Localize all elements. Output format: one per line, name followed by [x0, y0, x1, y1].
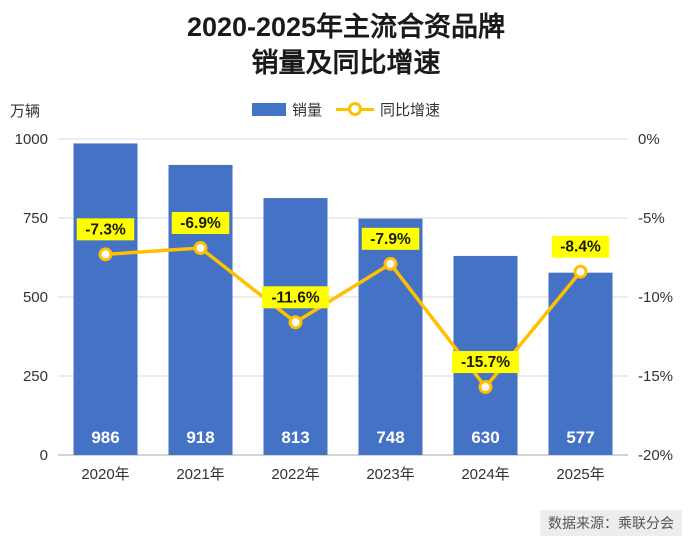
growth-point-label: -6.9% [180, 215, 221, 232]
left-axis-tick: 750 [23, 210, 48, 227]
growth-label-highlight [171, 212, 230, 235]
source-row: 数据来源：乘联分会 [0, 510, 692, 537]
growth-label-highlight [551, 235, 610, 258]
legend-item-growth: 同比增速 [336, 99, 440, 120]
bar-swatch-icon [251, 102, 286, 116]
chart-title: 2020-2025年主流合资品牌 销量及同比增速 [0, 10, 692, 81]
growth-label-highlight [452, 351, 519, 374]
left-axis-tick: 250 [23, 368, 48, 385]
growth-label-highlight [262, 286, 329, 309]
chart-title-line1: 2020-2025年主流合资品牌 [186, 12, 506, 42]
growth-point-label: -7.9% [370, 231, 411, 248]
growth-point-marker [383, 257, 398, 272]
right-axis-tick: -5% [638, 210, 665, 227]
growth-label-highlight [361, 228, 420, 251]
growth-point-label: -11.6% [271, 290, 319, 307]
left-axis-tick: 0 [40, 447, 48, 464]
line-swatch-icon [336, 107, 374, 111]
legend-item-sales: 销量 [251, 99, 322, 120]
legend-sales-label: 销量 [291, 101, 322, 119]
bar-value-label: 748 [376, 428, 404, 447]
sales-growth-chart: 0 250 500 750 1000 0% -5% -10% -15% -20% 986 918 813… [15, 131, 673, 483]
sales-bar [168, 165, 233, 456]
chart-area: 0 250 500 750 1000 0% -5% -10% -15% -20% 986 918 813… [0, 125, 692, 508]
x-axis-category-label: 2022年 [271, 466, 319, 483]
right-axis-tick: -15% [638, 368, 673, 385]
legend-row: 万辆 销量 同比增速 [0, 97, 692, 121]
growth-label-highlight [76, 218, 135, 241]
growth-point-marker [478, 380, 493, 395]
left-axis-tick: 1000 [15, 131, 48, 148]
left-axis-tick: 500 [23, 289, 48, 306]
bar-value-label: 813 [281, 428, 309, 447]
x-axis-category-label: 2025年 [556, 466, 604, 483]
bar-value-label: 630 [471, 428, 499, 447]
bar-value-label: 986 [91, 428, 119, 447]
legend: 销量 同比增速 [0, 97, 692, 121]
growth-point-marker [288, 315, 303, 330]
bar-value-label: 918 [186, 428, 214, 447]
sales-bar [358, 218, 423, 456]
right-axis-tick: -20% [638, 447, 673, 464]
source-note: 数据来源：乘联分会 [540, 510, 682, 537]
growth-point-marker [98, 247, 113, 262]
growth-point-marker [573, 264, 588, 279]
left-axis-unit-label: 万辆 [10, 103, 41, 121]
legend-growth-label: 同比增速 [380, 101, 441, 119]
chart-title-line2: 销量及同比增速 [251, 47, 441, 78]
sales-bar [73, 143, 138, 456]
growth-point-marker [193, 241, 208, 256]
bar-value-label: 577 [566, 428, 594, 447]
right-axis-tick: 0% [638, 131, 660, 148]
x-axis-category-label: 2020年 [81, 466, 129, 483]
sales-bar [548, 272, 613, 456]
x-axis-category-label: 2024年 [461, 466, 509, 483]
growth-point-label: -8.4% [560, 239, 601, 256]
right-axis-tick: -10% [638, 289, 673, 306]
x-axis-category-label: 2023年 [366, 466, 414, 483]
growth-point-label: -7.3% [85, 222, 126, 239]
x-axis-category-label: 2021年 [176, 466, 224, 483]
growth-point-label: -15.7% [461, 354, 510, 371]
